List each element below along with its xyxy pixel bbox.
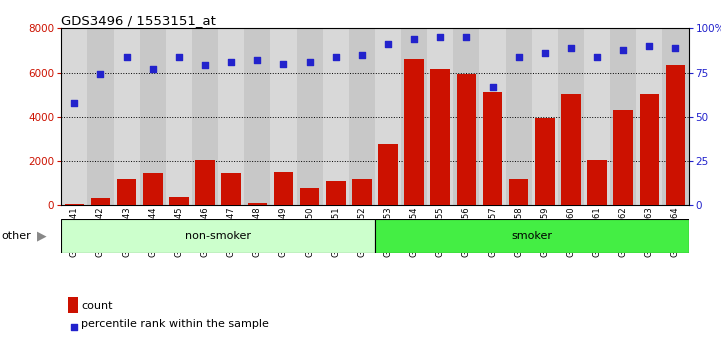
Bar [61, 28, 87, 205]
Bar [274, 172, 293, 205]
Bar [584, 28, 610, 205]
Bar [91, 198, 110, 205]
Text: smoker: smoker [511, 231, 552, 241]
Bar [505, 28, 531, 205]
Point [565, 45, 577, 51]
Point [173, 54, 185, 59]
Bar [665, 65, 685, 205]
Bar [166, 28, 192, 205]
Bar [379, 144, 398, 205]
Bar [375, 219, 689, 253]
Bar [663, 28, 689, 205]
Point [226, 59, 237, 65]
Point [356, 52, 368, 58]
Bar [140, 28, 166, 205]
Bar [640, 93, 659, 205]
Point [591, 54, 603, 59]
Point [487, 84, 498, 90]
Point [94, 72, 106, 77]
Bar [65, 204, 84, 205]
Bar [221, 173, 241, 205]
Bar [87, 28, 114, 205]
Point [539, 50, 551, 56]
Bar [326, 181, 345, 205]
Point [330, 54, 342, 59]
Bar [479, 28, 505, 205]
Bar [404, 59, 424, 205]
Bar [456, 74, 476, 205]
Point [278, 61, 289, 67]
Bar [430, 69, 450, 205]
Bar [614, 110, 633, 205]
Bar [270, 28, 296, 205]
Bar [588, 160, 607, 205]
Point [461, 34, 472, 40]
Point [435, 34, 446, 40]
Bar [244, 28, 270, 205]
Bar [192, 28, 218, 205]
Bar [535, 118, 554, 205]
Bar [531, 28, 558, 205]
Bar [195, 160, 215, 205]
Point [68, 100, 80, 105]
Bar [114, 28, 140, 205]
Point [617, 47, 629, 52]
Bar [169, 197, 189, 205]
Text: other: other [1, 231, 31, 241]
Bar [561, 93, 580, 205]
Bar [610, 28, 636, 205]
Bar [143, 173, 162, 205]
Bar [323, 28, 349, 205]
Text: ▶: ▶ [37, 230, 47, 243]
Bar [483, 92, 503, 205]
Bar [454, 28, 479, 205]
Point [252, 57, 263, 63]
Text: GDS3496 / 1553151_at: GDS3496 / 1553151_at [61, 14, 216, 27]
Bar [117, 179, 136, 205]
Text: count: count [81, 301, 113, 311]
Point [121, 54, 133, 59]
Point [670, 45, 681, 51]
Bar [349, 28, 375, 205]
Bar [300, 188, 319, 205]
Bar [401, 28, 427, 205]
Bar [636, 28, 663, 205]
Bar [558, 28, 584, 205]
Bar [296, 28, 323, 205]
Point [408, 36, 420, 42]
Bar [247, 203, 267, 205]
Bar [352, 179, 371, 205]
Text: percentile rank within the sample: percentile rank within the sample [81, 319, 270, 329]
Bar [375, 28, 401, 205]
Point [644, 43, 655, 49]
Bar [61, 219, 375, 253]
Point [304, 59, 315, 65]
Bar [218, 28, 244, 205]
Point [513, 54, 524, 59]
Text: non-smoker: non-smoker [185, 231, 251, 241]
Point [382, 41, 394, 47]
Bar [427, 28, 454, 205]
Point [118, 251, 129, 257]
Point [147, 66, 159, 72]
Bar [509, 179, 528, 205]
Point [199, 63, 211, 68]
